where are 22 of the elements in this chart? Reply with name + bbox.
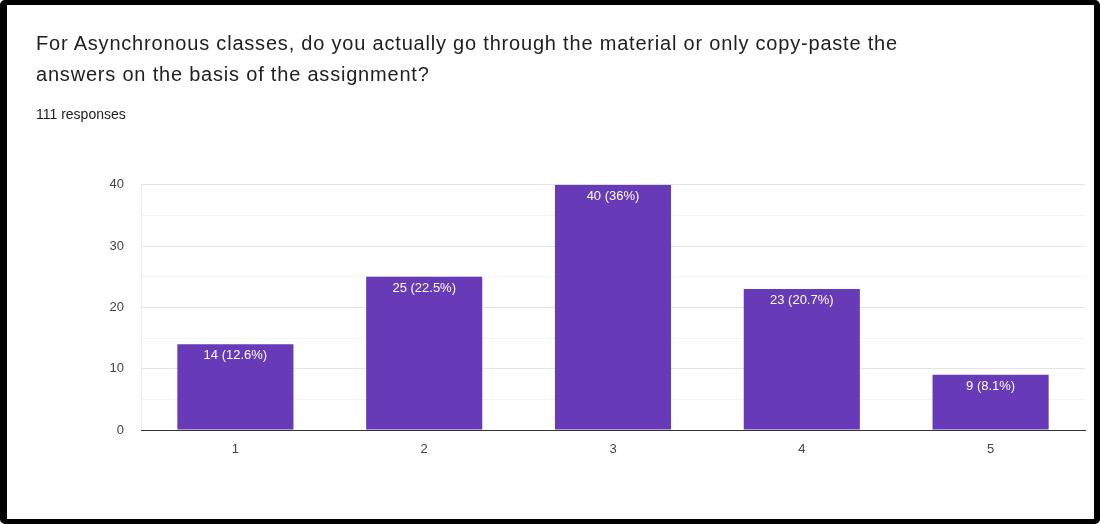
x-tick-label: 3 bbox=[609, 441, 617, 457]
y-tick-label: 40 bbox=[109, 176, 124, 192]
x-tick-label: 5 bbox=[986, 441, 995, 457]
chart-title: For Asynchronous classes, do you actually go through the material or only copy-paste the answers on the basis of the assignment? bbox=[36, 31, 899, 87]
chart-subtitle: 111 responses bbox=[36, 105, 126, 124]
x-tick-label: 4 bbox=[798, 441, 806, 457]
y-tick-label: 10 bbox=[109, 360, 124, 376]
data-label: 14 (12.6%) bbox=[203, 347, 268, 363]
x-tick-label: 1 bbox=[231, 441, 240, 457]
bar bbox=[177, 344, 294, 430]
bar bbox=[554, 184, 672, 430]
bar bbox=[743, 289, 860, 430]
x-tick-label: 2 bbox=[420, 441, 428, 457]
y-tick-label: 20 bbox=[109, 298, 124, 314]
data-label: 23 (20.7%) bbox=[770, 292, 834, 308]
bar bbox=[366, 276, 483, 430]
y-tick-label: 0 bbox=[116, 421, 124, 437]
data-label: 25 (22.5%) bbox=[392, 279, 456, 295]
bar bbox=[932, 374, 1049, 430]
data-label: 40 (36%) bbox=[586, 187, 640, 203]
data-label: 9 (8.1%) bbox=[966, 377, 1016, 393]
y-tick-label: 30 bbox=[109, 237, 124, 253]
